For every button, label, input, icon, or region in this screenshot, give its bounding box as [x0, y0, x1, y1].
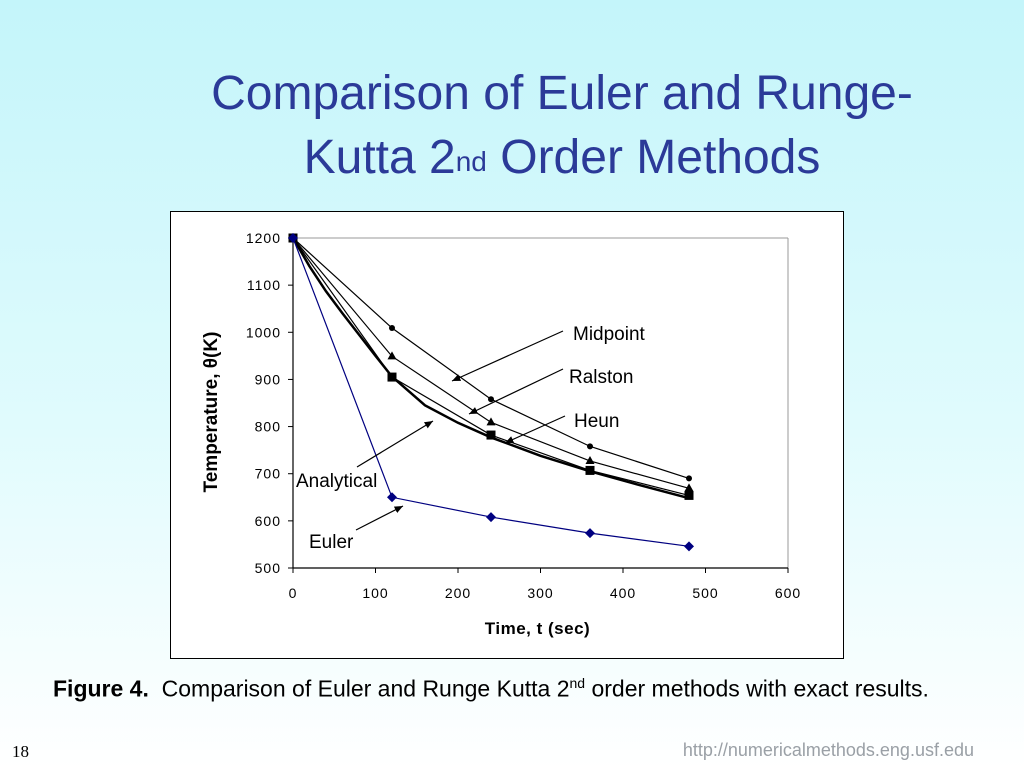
data-point-euler — [684, 541, 694, 552]
data-point-midpoint — [686, 475, 692, 482]
data-point-heun — [486, 430, 496, 440]
annotation-ralston: Ralston — [569, 367, 633, 388]
caption-superscript: nd — [569, 675, 586, 691]
caption-text-end: order methods with exact results. — [585, 675, 929, 702]
x-tick-label: 300 — [527, 585, 553, 601]
chart-frame — [170, 211, 844, 659]
y-tick-label: 1100 — [247, 277, 281, 293]
data-point-ralston — [684, 483, 694, 492]
x-axis-label: Time, t (sec) — [485, 619, 590, 638]
title-line-2-end: Order Methods — [486, 131, 821, 184]
y-tick-label: 700 — [255, 466, 281, 482]
figure-caption: Figure 4. Comparison of Euler and Runge … — [53, 667, 953, 705]
annotation-arrow-analytical — [356, 420, 434, 468]
x-tick-label: 100 — [362, 585, 388, 601]
annotation-arrow-heun — [504, 415, 566, 444]
data-point-euler — [585, 528, 595, 539]
data-point-euler — [387, 492, 397, 503]
annotation-arrow-midpoint — [451, 330, 564, 382]
data-point-ralston — [585, 455, 595, 464]
annotation-heun: Heun — [574, 411, 619, 432]
title-line-1: Comparison of Euler and Runge- — [211, 67, 913, 120]
x-tick-label: 400 — [610, 585, 636, 601]
series-line-midpoint — [292, 237, 690, 479]
annotation-arrow-euler — [355, 505, 404, 531]
data-point-heun — [585, 465, 595, 475]
data-point-midpoint — [587, 443, 593, 450]
data-point-heun — [387, 372, 397, 382]
title-superscript: nd — [455, 146, 487, 177]
y-tick-label: 600 — [255, 513, 281, 529]
data-point-midpoint — [389, 325, 395, 332]
data-point-heun — [684, 490, 694, 500]
annotation-analytical: Analytical — [296, 471, 377, 492]
y-axis-label: Temperature, θ(K) — [201, 332, 222, 493]
data-point-euler — [288, 233, 298, 243]
y-tick-label: 1000 — [246, 324, 281, 340]
annotation-euler: Euler — [309, 532, 354, 553]
series-line-analytical — [291, 237, 690, 500]
y-tick-label: 900 — [255, 371, 281, 387]
caption-label: Figure 4. — [53, 675, 149, 702]
slide-title: Comparison of Euler and Runge- Kutta 2nd… — [100, 62, 1024, 190]
series-line-euler — [292, 237, 690, 547]
data-point-ralston — [486, 417, 496, 426]
x-tick-label: 200 — [445, 585, 471, 601]
y-tick-label: 1200 — [246, 230, 281, 246]
data-point-ralston — [387, 351, 397, 360]
annotation-midpoint: Midpoint — [573, 324, 646, 345]
y-tick-label: 500 — [255, 560, 281, 576]
page-number: 18 — [12, 742, 29, 761]
x-tick-label: 600 — [775, 585, 801, 601]
source-url[interactable]: http://numericalmethods.eng.usf.edu — [682, 740, 974, 760]
caption-text: Comparison of Euler and Runge Kutta 2 — [148, 675, 570, 702]
data-point-midpoint — [488, 396, 494, 403]
x-tick-label: 0 — [289, 585, 298, 601]
y-tick-label: 800 — [255, 419, 281, 435]
x-tick-label: 500 — [692, 585, 718, 601]
data-point-euler — [486, 512, 496, 523]
title-line-2: Kutta 2 — [303, 131, 456, 184]
annotation-arrow-ralston — [468, 368, 564, 415]
